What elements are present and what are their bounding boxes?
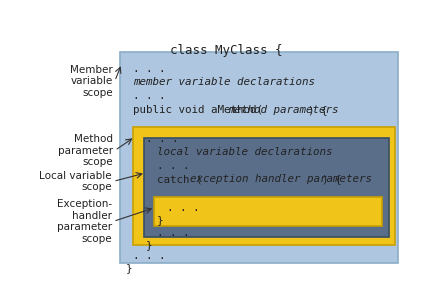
Text: Exception-
handler
parameter
scope: Exception- handler parameter scope xyxy=(57,199,112,244)
Bar xyxy=(120,52,398,263)
Text: member variable declarations: member variable declarations xyxy=(133,77,316,88)
Text: ) {: ) { xyxy=(322,174,342,185)
Text: }: } xyxy=(126,263,132,273)
Text: Method
parameter
scope: Method parameter scope xyxy=(58,134,113,167)
Text: . . .: . . . xyxy=(133,251,166,261)
Text: }: } xyxy=(156,215,163,225)
Text: . . .: . . . xyxy=(146,134,178,144)
Bar xyxy=(144,138,389,237)
Text: public void aMethod(: public void aMethod( xyxy=(133,105,263,115)
Text: ) {: ) { xyxy=(308,105,328,115)
Bar xyxy=(133,127,395,245)
Text: method parameters: method parameters xyxy=(228,105,338,115)
Text: . . .: . . . xyxy=(133,63,166,74)
Text: }: } xyxy=(146,240,152,250)
Text: catch (: catch ( xyxy=(156,174,202,185)
Text: . . .: . . . xyxy=(133,91,166,101)
Text: exception handler parameters: exception handler parameters xyxy=(190,174,372,185)
Text: Local variable
scope: Local variable scope xyxy=(39,170,112,192)
Text: . . .: . . . xyxy=(156,160,189,170)
Text: . . .: . . . xyxy=(168,203,200,213)
Text: Member
variable
scope: Member variable scope xyxy=(71,65,113,98)
Bar xyxy=(153,197,382,226)
Text: . . .: . . . xyxy=(156,228,189,238)
Text: local variable declarations: local variable declarations xyxy=(156,147,332,157)
Text: class MyClass {: class MyClass { xyxy=(170,44,283,57)
